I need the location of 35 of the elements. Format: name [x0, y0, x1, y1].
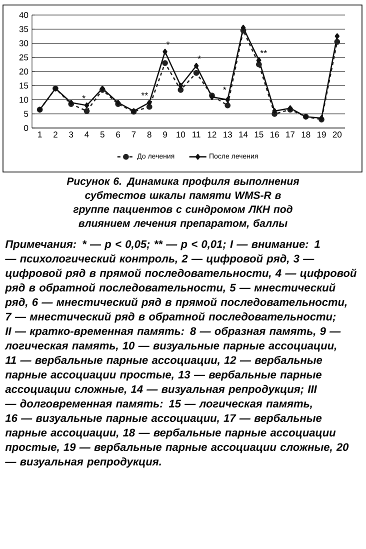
x-tick-label: 6	[116, 132, 120, 138]
x-tick-label: 12	[208, 132, 216, 138]
x-tick-label: 3	[69, 132, 74, 138]
y-tick-label: 40	[19, 12, 28, 18]
annotation: *	[223, 86, 226, 90]
x-tick-label: 11	[192, 132, 200, 138]
x-tick-label: 10	[176, 132, 186, 138]
y-tick-label: 25	[19, 54, 28, 60]
x-tick-label: 4	[84, 132, 89, 138]
x-tick-label: 20	[332, 132, 342, 138]
x-tick-label: 13	[224, 132, 232, 138]
x-tick-label: 14	[239, 132, 248, 138]
y-tick-label: 15	[20, 82, 28, 89]
x-tick-label: 5	[100, 132, 104, 138]
annotation: **	[141, 92, 148, 96]
y-tick-label: 30	[19, 40, 28, 46]
y-tick-label: 0	[24, 125, 28, 132]
x-tick-label: 7	[132, 132, 136, 138]
x-tick-label: 8	[147, 132, 152, 138]
text: Рисунок 6. Динамика профиля выполнения субтестов шкалы памяти WMS-R в группе пациентов с синдромом ЛКН под влиянием лечения препаратом, баллы	[66, 177, 300, 229]
x-tick-label: 18	[302, 132, 310, 138]
text: Примечания: * — p < 0,05; ** — p < 0,01; I — внимание: 1 — психологический контроль, 2 — цифровой ряд, 3 — цифровой ряд в прямой последовательности, 4 — цифровой ряд в обратной последовательности, 5 — мнестический ряд, 6 — мнестический ряд в прямой последовательности, 7 — мнестический ряд в обратной последовательности; II — кратко-временная память: 8 — образная память, 9 — логическая память, 10 — визуальные парные ассоциации, 11 — вербальные парные ассоциации, 12 — вербальные парные ассоциации простые, 13 — вербальные парные ассоциации сложные, 14 — визуальная репродукция; III — долговременная память: 15 — логическая память, 16 — визуальные парные ассоциации, 17 — вербальные парные ассоциации, 18 — вербальные парные ассоциации простые, 19 — вербальные парные ассоциации сложные, 20 — визуальная репродукция.	[4, 240, 356, 468]
x-tick-label: 16	[270, 132, 279, 138]
annotation: *	[82, 95, 86, 98]
y-tick-label: 10	[20, 96, 28, 103]
x-tick-label: 19	[317, 132, 326, 138]
x-tick-label: 2	[54, 132, 58, 138]
x-tick-label: 17	[286, 132, 295, 138]
annotation: **	[260, 50, 267, 54]
y-tick-label: 5	[24, 110, 28, 117]
x-tick-label: 15	[254, 132, 264, 138]
y-tick-label: 35	[19, 26, 28, 32]
x-tick-label: 1	[38, 132, 42, 138]
y-tick-label: 20	[19, 68, 28, 75]
x-tick-label: 9	[163, 132, 167, 138]
